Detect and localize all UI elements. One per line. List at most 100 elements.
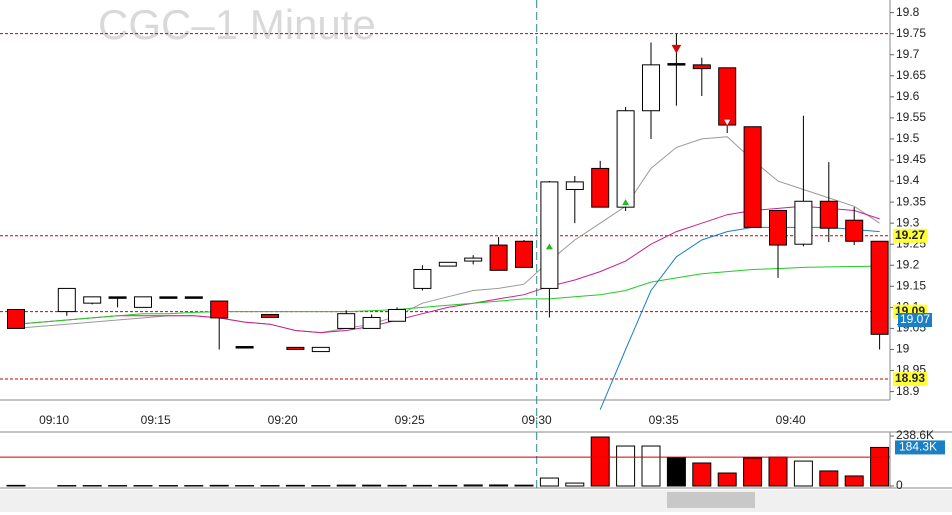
volume-bar: [539, 477, 559, 487]
volume-bar: [362, 484, 382, 487]
candle-body: [642, 64, 660, 112]
volume-bar: [489, 484, 509, 487]
x-tick-label: 09:10: [39, 413, 69, 427]
candle-body: [57, 287, 76, 313]
volume-bar: [438, 484, 458, 487]
volume-bar: [6, 484, 26, 487]
volume-bar: [641, 445, 661, 487]
volume-bar: [514, 484, 534, 487]
y-tick-label: 19.8: [896, 5, 920, 19]
candle-body: [743, 126, 762, 228]
scrollbar-thumb[interactable]: [667, 492, 755, 508]
candle-body: [337, 313, 356, 329]
volume-tick-label: 0: [896, 478, 903, 492]
price-label: 18.93: [895, 371, 925, 385]
x-tick-label: 09:25: [395, 413, 425, 427]
candle-body: [83, 296, 102, 304]
candle-body: [134, 296, 152, 308]
ma-label: 19.07: [900, 312, 930, 326]
y-tick-label: 19.35: [896, 194, 926, 208]
candle-body: [210, 300, 229, 319]
volume-bar: [209, 484, 229, 487]
volume-label-box: [895, 440, 945, 455]
y-tick-label: 19.65: [896, 68, 926, 82]
candle-body: [464, 257, 483, 262]
candle-body: [159, 296, 178, 299]
candle-body: [184, 296, 203, 299]
y-tick-label: 19: [896, 342, 910, 356]
candle-body: [794, 200, 813, 245]
candle-body: [591, 167, 610, 208]
candle-body: [667, 63, 686, 66]
volume-bar: [616, 445, 636, 487]
candle-body: [845, 219, 864, 242]
y-tick-label: 18.9: [896, 384, 920, 398]
candle-body: [388, 308, 406, 322]
candle-body: [362, 316, 381, 329]
volume-bar: [285, 484, 305, 487]
candle-body: [515, 240, 533, 268]
candle-body: [565, 181, 584, 190]
volume-bar: [412, 484, 432, 487]
signal-marker: [671, 44, 682, 54]
candle-body: [108, 296, 127, 299]
price-label-box: [893, 371, 927, 386]
volume-bar: [768, 456, 788, 487]
y-tick-label: 19.75: [896, 26, 926, 40]
candle-body: [692, 64, 711, 70]
candle-body: [438, 261, 457, 267]
candle-body: [7, 308, 25, 329]
y-tick-label: 19.55: [896, 110, 926, 124]
volume-bar: [870, 446, 890, 487]
candle-body: [286, 346, 305, 350]
volume-bar: [387, 484, 407, 487]
volume-bar: [844, 475, 864, 487]
candle-body: [235, 346, 254, 349]
candle-body: [540, 181, 559, 289]
volume-bar: [590, 436, 610, 487]
y-tick-label: 19.45: [896, 152, 926, 166]
candle-body: [870, 240, 889, 335]
chart-title: CGC–1 Minute: [98, 1, 376, 48]
volume-bar: [819, 470, 839, 487]
y-tick-label: 19.15: [896, 278, 926, 292]
candle-body: [261, 314, 279, 318]
price-label-box: [893, 228, 927, 243]
ma-label-box: [898, 313, 932, 327]
y-tick-label: 19.6: [896, 89, 920, 103]
x-tick-label: 09:20: [268, 413, 298, 427]
price-label: 19.27: [895, 228, 925, 242]
moving-average-line: [15, 265, 880, 325]
volume-bar: [463, 484, 483, 487]
volume-bar: [793, 460, 813, 487]
signal-marker: [722, 118, 733, 128]
volume-bar: [565, 482, 585, 487]
candle-body: [819, 200, 838, 229]
y-tick-label: 19.2: [896, 257, 920, 271]
volume-bar: [666, 457, 686, 487]
candle-body: [311, 346, 330, 353]
y-tick-label: 19.4: [896, 173, 920, 187]
moving-average-line: [15, 136, 880, 334]
volume-bar: [336, 484, 356, 487]
volume-bar: [743, 457, 763, 487]
candle-body: [718, 67, 737, 126]
x-tick-label: 09:15: [141, 413, 171, 427]
candle-body: [616, 110, 635, 208]
volume-bar: [692, 462, 712, 487]
y-tick-label: 19.3: [896, 215, 920, 229]
signal-marker: [622, 199, 630, 206]
volume-bar: [717, 472, 737, 487]
y-tick-label: 19.5: [896, 131, 920, 145]
scrollbar[interactable]: [0, 490, 952, 512]
x-tick-label: 09:40: [776, 413, 806, 427]
candle-body: [769, 210, 787, 246]
signal-marker: [545, 243, 553, 250]
candle-body: [489, 244, 508, 271]
volume-tick-label: 238.6K: [896, 428, 934, 442]
x-tick-label: 09:35: [649, 413, 679, 427]
moving-average-line: [15, 205, 880, 334]
volume-label: 184.3K: [899, 440, 937, 454]
